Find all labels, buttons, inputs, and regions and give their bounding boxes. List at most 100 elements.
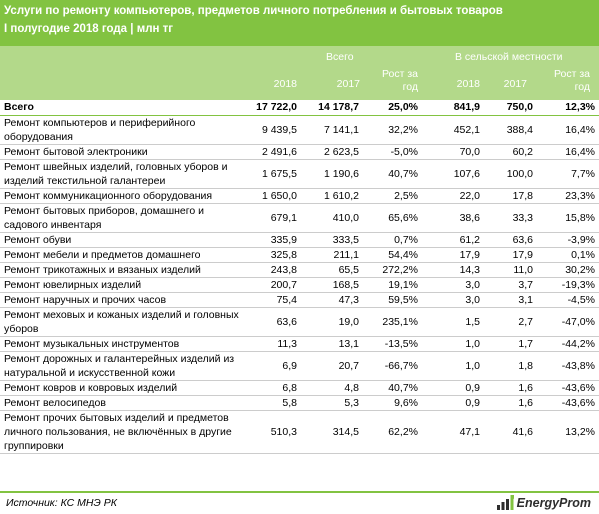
cell-rural-growth: 16,4% [537, 115, 599, 145]
cell-rural-growth: 23,3% [537, 188, 599, 204]
cell-rural-growth: -44,2% [537, 336, 599, 352]
cell-2017: 65,5 [301, 262, 363, 278]
cell-2018: 9 439,5 [244, 115, 301, 145]
group-rural-header: В сельской местности [455, 51, 563, 63]
cell-rural-2017: 1,7 [484, 336, 537, 352]
cell-rural-growth: -43,8% [537, 351, 599, 381]
cell-rural-growth: 7,7% [537, 159, 599, 189]
table-row: Ремонт музыкальных инструментов 11,3 13,1-… [0, 336, 599, 352]
cell-rural-2018: 17,9 [422, 247, 484, 263]
cell-rural-growth: 13,2% [537, 410, 599, 454]
table-row: Ремонт мебели и предметов домашнего 325,8… [0, 247, 599, 263]
table-row: Ремонт дорожных и галантерейных изделий … [0, 351, 599, 381]
cell-rural-2018: 70,0 [422, 144, 484, 160]
table-subtitle: I полугодие 2018 года | млн тг [4, 23, 174, 35]
table-row: Ремонт бытовой электроники 2 491,6 2 623,5… [0, 144, 599, 160]
table-footer: Источник: КС МНЭ РК EnergyProm [0, 491, 599, 514]
cell-2018: 17 722,0 [244, 100, 301, 116]
cell-2018: 325,8 [244, 247, 301, 263]
footer-divider [0, 491, 599, 493]
cell-growth: 40,7% [363, 380, 422, 396]
row-name: Ремонт прочих бытовых изделий и предмето… [0, 410, 244, 454]
energyprom-logo-icon [496, 495, 514, 510]
cell-rural-2018: 107,6 [422, 159, 484, 189]
cell-rural-2018: 38,6 [422, 203, 484, 233]
cell-rural-2017: 750,0 [484, 100, 537, 116]
cell-2018: 679,1 [244, 203, 301, 233]
cell-rural-2018: 22,0 [422, 188, 484, 204]
data-table: Всего 17 722,0 14 178,7 25,0% 841,9 750,… [0, 100, 599, 454]
cell-2018: 243,8 [244, 262, 301, 278]
cell-rural-2017: 63,6 [484, 232, 537, 248]
cell-2017: 314,5 [301, 410, 363, 454]
cell-rural-growth: 16,4% [537, 144, 599, 160]
table-row: Ремонт прочих бытовых изделий и предмето… [0, 410, 599, 454]
column-header: Всего В сельской местности 2018 2017 Рос… [0, 46, 599, 100]
cell-growth: -5,0% [363, 144, 422, 160]
table-row: Ремонт велосипедов 5,8 5,3 9,6% 0,9 1,6 -43,6% [0, 395, 599, 411]
cell-2018: 1 675,5 [244, 159, 301, 189]
logo-text: EnergyProm [516, 495, 591, 510]
cell-2017: 1 190,6 [301, 159, 363, 189]
row-name: Ремонт трикотажных и вязаных изделий [0, 262, 244, 278]
row-name: Ремонт наручных и прочих часов [0, 292, 244, 308]
cell-2017: 211,1 [301, 247, 363, 263]
cell-2018: 6,8 [244, 380, 301, 396]
cell-growth: -13,5% [363, 336, 422, 352]
cell-rural-2018: 47,1 [422, 410, 484, 454]
table-title: Услуги по ремонту компьютеров, предметов… [4, 5, 503, 17]
cell-2017: 168,5 [301, 277, 363, 293]
cell-2018: 5,8 [244, 395, 301, 411]
col-growth-header: Рост за год [381, 68, 418, 93]
cell-rural-2018: 841,9 [422, 100, 484, 116]
cell-rural-2017: 17,8 [484, 188, 537, 204]
cell-rural-2017: 3,7 [484, 277, 537, 293]
table-row: Ремонт компьютеров и периферийного обору… [0, 115, 599, 145]
cell-rural-growth: -43,6% [537, 380, 599, 396]
table-row: Ремонт коммуникационного оборудования 1 6… [0, 188, 599, 204]
cell-2017: 4,8 [301, 380, 363, 396]
col-rural-growth-header: Рост за год [553, 68, 590, 93]
cell-2018: 510,3 [244, 410, 301, 454]
cell-growth: 0,7% [363, 232, 422, 248]
cell-rural-2017: 11,0 [484, 262, 537, 278]
cell-growth: 32,2% [363, 115, 422, 145]
cell-growth: 9,6% [363, 395, 422, 411]
cell-rural-growth: -3,9% [537, 232, 599, 248]
table-row: Ремонт обуви 335,9 333,5 0,7% 61,2 63,6 -3,9% [0, 232, 599, 248]
cell-rural-2017: 33,3 [484, 203, 537, 233]
cell-2018: 2 491,6 [244, 144, 301, 160]
energyprom-logo: EnergyProm [496, 494, 591, 511]
cell-rural-2017: 3,1 [484, 292, 537, 308]
cell-growth: 40,7% [363, 159, 422, 189]
col-rural-2017-header: 2017 [503, 78, 527, 90]
cell-rural-2017: 17,9 [484, 247, 537, 263]
cell-rural-growth: 0,1% [537, 247, 599, 263]
row-name: Ремонт музыкальных инструментов [0, 336, 244, 352]
row-name: Ремонт дорожных и галантерейных изделий … [0, 351, 244, 381]
cell-2017: 47,3 [301, 292, 363, 308]
cell-rural-2017: 60,2 [484, 144, 537, 160]
cell-rural-growth: -4,5% [537, 292, 599, 308]
cell-growth: 59,5% [363, 292, 422, 308]
row-name: Ремонт велосипедов [0, 395, 244, 411]
cell-2017: 1 610,2 [301, 188, 363, 204]
cell-growth: 65,6% [363, 203, 422, 233]
col-rural-2018-header: 2018 [456, 78, 480, 90]
row-name: Ремонт обуви [0, 232, 244, 248]
cell-growth: -66,7% [363, 351, 422, 381]
cell-2017: 14 178,7 [301, 100, 363, 116]
cell-growth: 54,4% [363, 247, 422, 263]
cell-rural-growth: -47,0% [537, 307, 599, 337]
cell-rural-growth: 30,2% [537, 262, 599, 278]
cell-2018: 200,7 [244, 277, 301, 293]
cell-rural-2018: 3,0 [422, 277, 484, 293]
cell-rural-2017: 1,8 [484, 351, 537, 381]
row-name: Ремонт бытовых приборов, домашнего и сад… [0, 203, 244, 233]
row-name: Всего [0, 100, 244, 116]
cell-2018: 6,9 [244, 351, 301, 381]
cell-2017: 7 141,1 [301, 115, 363, 145]
row-name: Ремонт мебели и предметов домашнего [0, 247, 244, 263]
row-name: Ремонт ювелирных изделий [0, 277, 244, 293]
